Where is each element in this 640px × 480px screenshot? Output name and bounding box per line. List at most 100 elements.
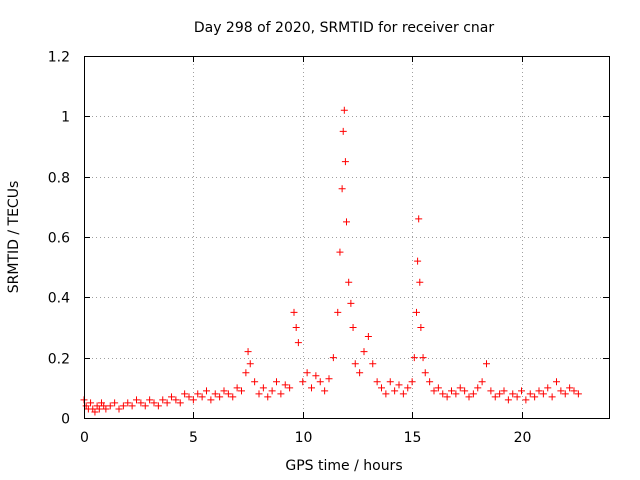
data-point bbox=[414, 257, 422, 265]
data-point bbox=[224, 390, 232, 398]
data-point bbox=[500, 387, 508, 395]
data-point bbox=[553, 378, 560, 386]
data-point bbox=[474, 384, 482, 392]
data-point bbox=[87, 399, 95, 407]
data-point bbox=[308, 384, 315, 392]
data-point bbox=[426, 378, 434, 386]
data-point bbox=[417, 324, 425, 331]
data-point bbox=[351, 360, 359, 368]
data-points bbox=[80, 106, 582, 416]
x-tick-label: 5 bbox=[189, 430, 198, 446]
data-point bbox=[395, 381, 403, 389]
data-point bbox=[292, 324, 300, 331]
data-point bbox=[410, 354, 418, 362]
data-point bbox=[91, 408, 99, 416]
data-point bbox=[146, 396, 154, 404]
data-point bbox=[526, 390, 534, 398]
data-point bbox=[487, 387, 495, 395]
data-point bbox=[465, 393, 473, 401]
data-point bbox=[312, 372, 320, 380]
data-point bbox=[207, 396, 215, 404]
data-point bbox=[238, 387, 245, 395]
data-point bbox=[216, 393, 224, 401]
data-point bbox=[391, 387, 399, 395]
chart-title: Day 298 of 2020, SRMTID for receiver cna… bbox=[194, 20, 495, 36]
data-point bbox=[561, 390, 569, 398]
data-point bbox=[159, 396, 167, 404]
data-point bbox=[483, 360, 490, 368]
data-point bbox=[430, 387, 438, 395]
data-point bbox=[345, 278, 353, 286]
data-point bbox=[185, 393, 193, 401]
data-point bbox=[496, 390, 504, 398]
data-point bbox=[242, 369, 250, 377]
data-point bbox=[439, 390, 447, 398]
data-point bbox=[364, 333, 372, 341]
data-point bbox=[211, 390, 219, 398]
y-tick-label: 0.2 bbox=[48, 352, 70, 368]
data-point bbox=[404, 384, 412, 392]
y-tick-label: 0.4 bbox=[48, 291, 70, 307]
data-point bbox=[303, 369, 311, 377]
data-point bbox=[566, 384, 574, 392]
data-point bbox=[290, 308, 298, 316]
data-point bbox=[189, 396, 197, 404]
data-point bbox=[548, 393, 556, 401]
data-point bbox=[329, 354, 337, 362]
data-point bbox=[452, 390, 460, 398]
data-point bbox=[137, 399, 145, 407]
data-point bbox=[504, 396, 512, 404]
data-point bbox=[181, 390, 189, 398]
data-point bbox=[251, 378, 259, 386]
data-point bbox=[339, 127, 347, 135]
x-tick-label: 20 bbox=[514, 430, 532, 446]
data-point bbox=[369, 360, 377, 368]
data-point bbox=[163, 399, 171, 407]
data-point bbox=[264, 393, 272, 401]
data-point bbox=[356, 369, 364, 377]
x-tick-label: 10 bbox=[295, 430, 313, 446]
data-point bbox=[416, 278, 424, 286]
data-point bbox=[172, 396, 180, 404]
data-point bbox=[244, 348, 252, 356]
x-tick-label: 15 bbox=[404, 430, 422, 446]
data-point bbox=[277, 390, 285, 398]
data-point bbox=[176, 399, 184, 407]
data-point bbox=[349, 324, 357, 331]
data-point bbox=[106, 402, 114, 410]
data-point bbox=[570, 387, 578, 395]
data-point bbox=[336, 248, 344, 256]
data-point bbox=[574, 390, 582, 398]
data-point bbox=[334, 308, 342, 316]
grid bbox=[84, 56, 609, 418]
data-point bbox=[557, 387, 565, 395]
data-point bbox=[343, 218, 350, 226]
data-point bbox=[141, 402, 149, 410]
data-point bbox=[124, 399, 132, 407]
data-point bbox=[518, 387, 525, 395]
data-point bbox=[198, 393, 206, 401]
data-point bbox=[382, 390, 390, 398]
data-point bbox=[461, 387, 469, 395]
data-point bbox=[373, 378, 381, 386]
data-point bbox=[281, 381, 289, 389]
data-point bbox=[194, 390, 202, 398]
data-point bbox=[316, 378, 324, 386]
data-point bbox=[115, 405, 123, 413]
y-tick-label: 0.6 bbox=[48, 231, 70, 247]
data-point bbox=[386, 378, 394, 386]
axis-ticks: 0 5 10 15 20 0 0.2 0.4 0.6 0.8 1 1.2 bbox=[48, 50, 609, 446]
data-point bbox=[294, 339, 302, 347]
data-point bbox=[531, 393, 539, 401]
y-tick-label: 0 bbox=[61, 412, 70, 428]
data-point bbox=[434, 384, 442, 392]
data-point bbox=[259, 384, 267, 392]
data-point bbox=[128, 402, 136, 410]
data-point bbox=[233, 384, 241, 392]
data-point bbox=[340, 106, 348, 114]
data-point bbox=[150, 399, 158, 407]
data-point bbox=[478, 378, 486, 386]
data-point bbox=[415, 215, 423, 223]
data-point bbox=[338, 185, 346, 193]
